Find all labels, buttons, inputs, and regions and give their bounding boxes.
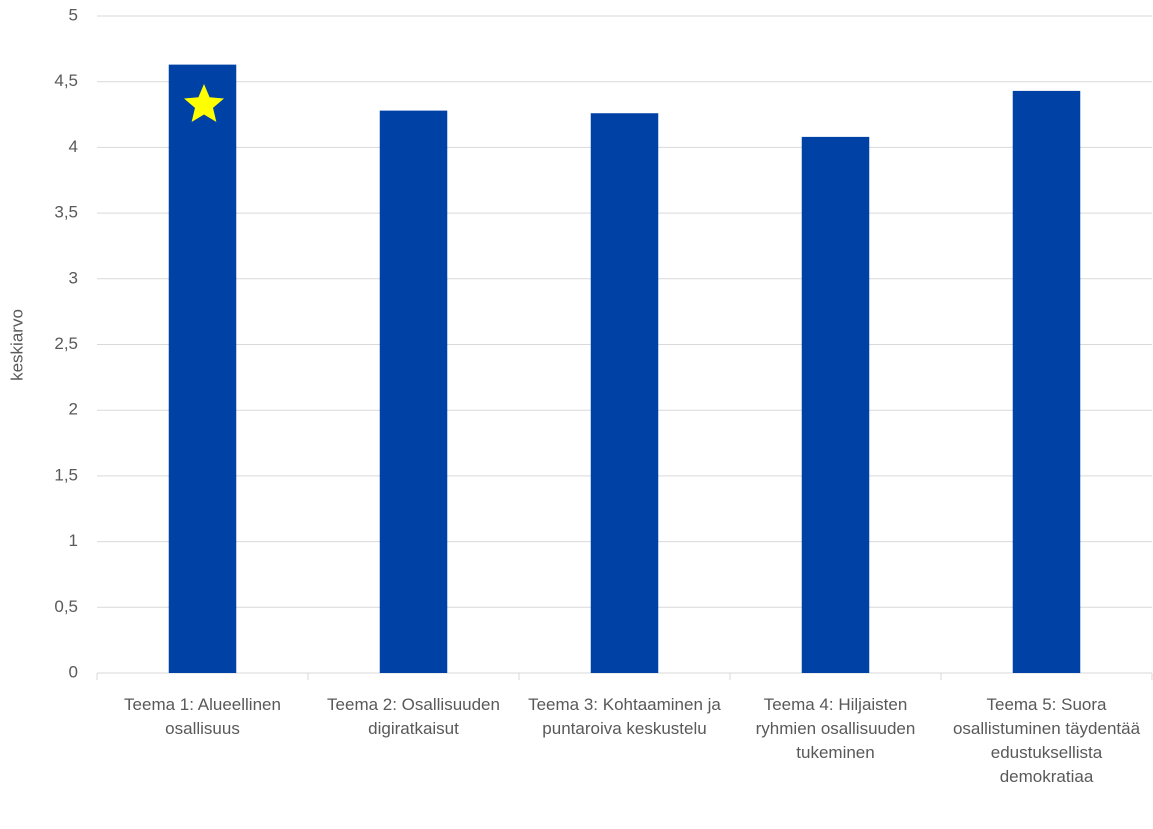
y-tick-label: 5 bbox=[69, 5, 78, 24]
y-tick-label: 1,5 bbox=[54, 465, 78, 484]
y-tick-label: 4,5 bbox=[54, 71, 78, 90]
y-axis-label: keskiarvo bbox=[7, 309, 26, 381]
y-tick-label: 2 bbox=[69, 400, 78, 419]
y-tick-label: 3 bbox=[69, 268, 78, 287]
bar bbox=[801, 136, 870, 673]
y-tick-label: 2,5 bbox=[54, 334, 78, 353]
bar bbox=[168, 64, 237, 674]
bar bbox=[379, 110, 448, 673]
y-tick-label: 0 bbox=[69, 662, 78, 681]
x-tick-label: Teema 4: Hiljaisten ryhmien osallisuuden… bbox=[755, 695, 916, 762]
bar bbox=[590, 113, 659, 673]
y-tick-label: 3,5 bbox=[54, 203, 78, 222]
x-tick-label: Teema 1: Alueellinen osallisuus bbox=[124, 695, 281, 738]
star-icon bbox=[184, 84, 224, 122]
y-tick-label: 4 bbox=[69, 137, 78, 156]
x-tick-label: Teema 3: Kohtaaminen ja puntaroiva kesku… bbox=[528, 695, 721, 738]
x-tick-label: Teema 5: Suora osallistuminen täydentää … bbox=[952, 695, 1141, 786]
bar bbox=[1012, 90, 1081, 673]
y-tick-label: 1 bbox=[69, 531, 78, 550]
x-tick-label: Teema 2: Osallisuuden digiratkaisut bbox=[327, 695, 500, 738]
y-tick-label: 0,5 bbox=[54, 597, 78, 616]
